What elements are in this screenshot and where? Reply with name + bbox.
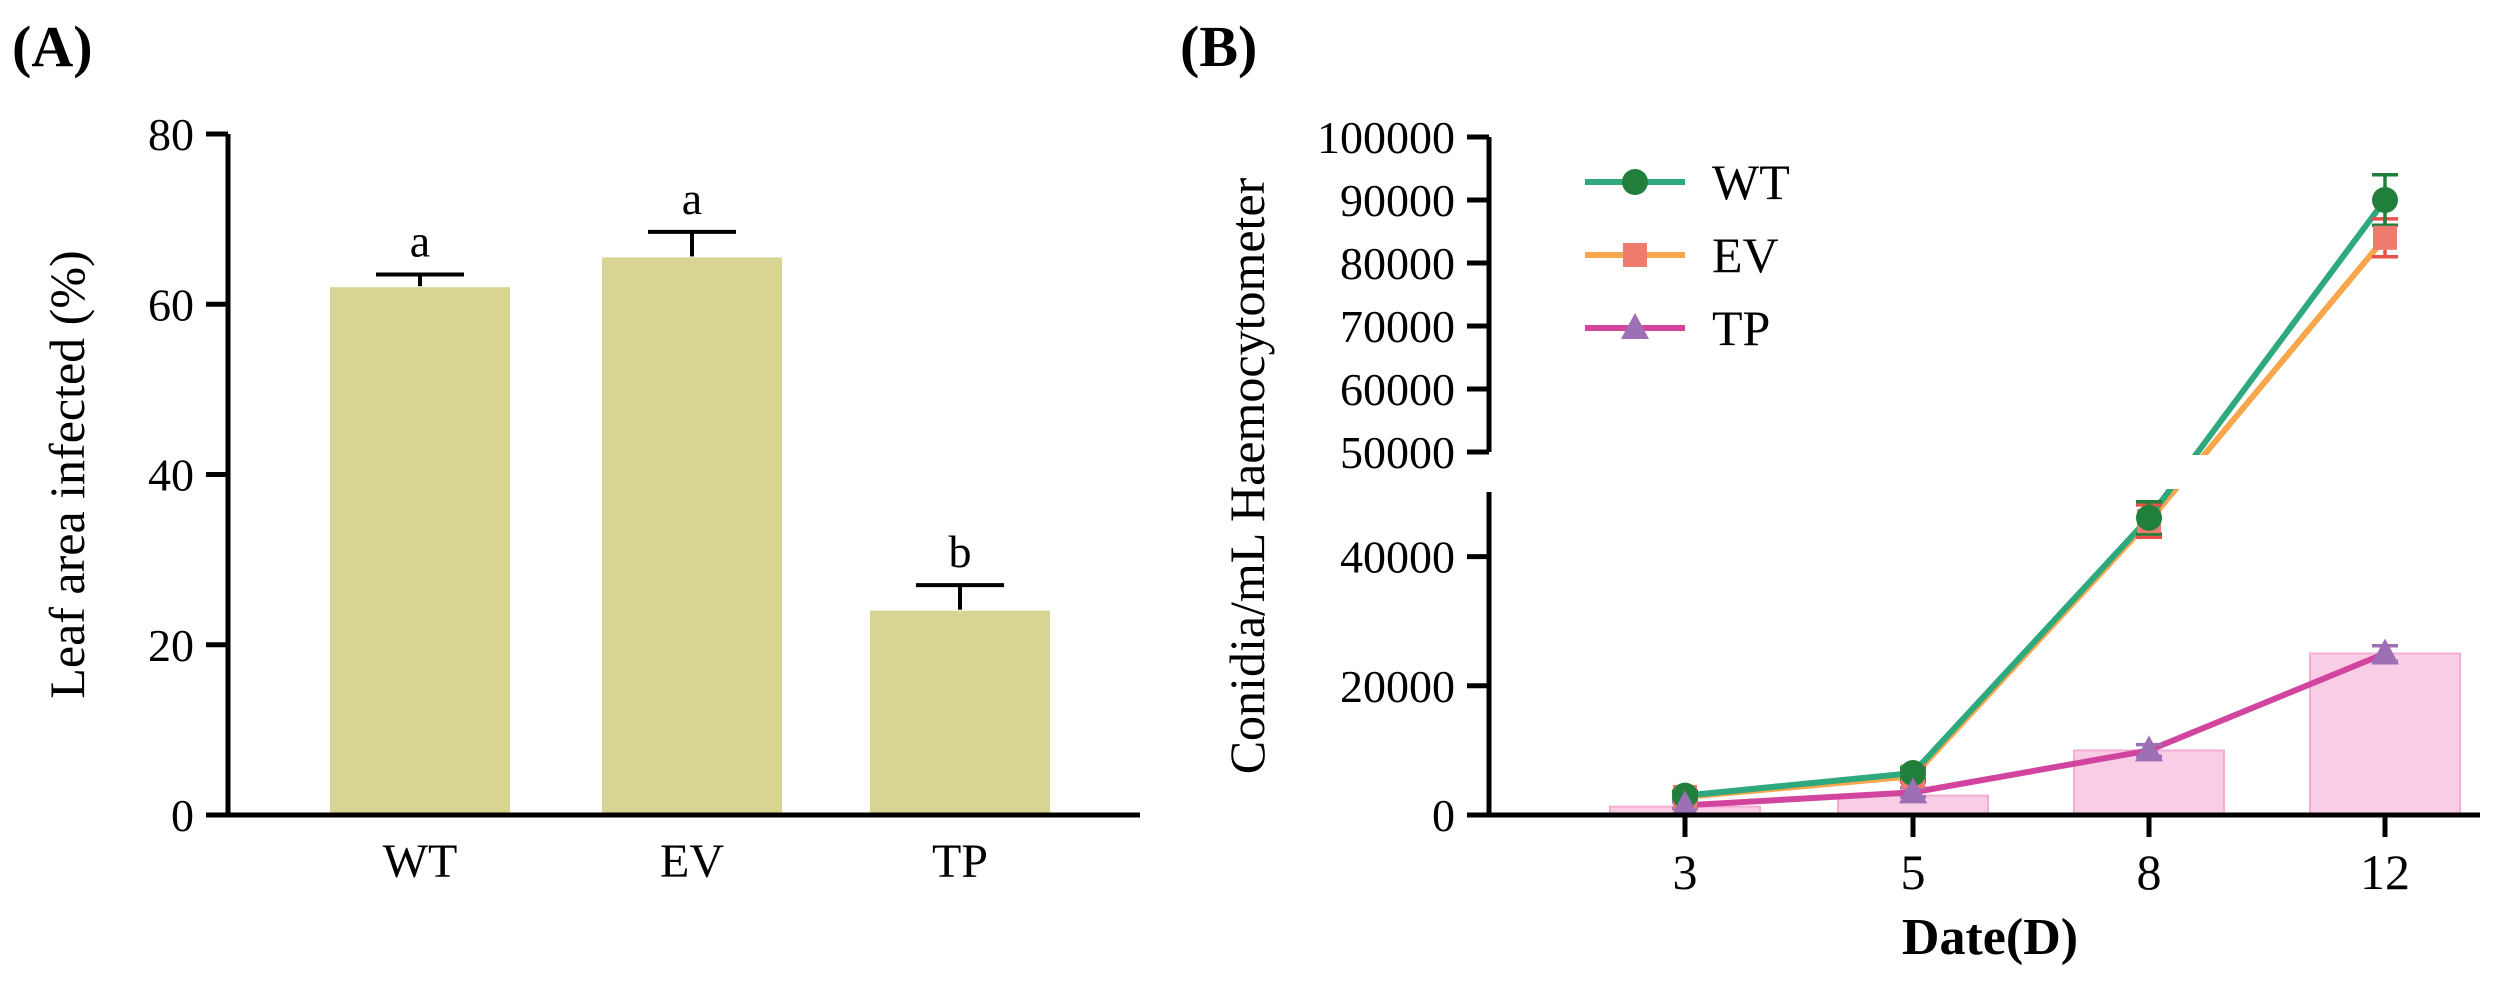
x-tick-label: 3 bbox=[1673, 844, 1698, 900]
series-line-WT bbox=[1684, 198, 2388, 799]
legend: WT EV TP bbox=[1585, 154, 1790, 356]
legend-label-TP: TP bbox=[1712, 300, 1770, 356]
y-tick-label: 50000 bbox=[1340, 427, 1455, 478]
bar-WT bbox=[330, 287, 510, 816]
y-tick-label: 40 bbox=[148, 450, 194, 501]
panel-b: 50000 60000 70000 80000 90000 100000 0 20000 400… bbox=[1180, 14, 2480, 966]
x-tick-label: 12 bbox=[2360, 844, 2410, 900]
y-tick-label: 20 bbox=[148, 620, 194, 671]
y-tick-label: 60 bbox=[148, 279, 194, 330]
marker-WT-day12 bbox=[2372, 187, 2398, 213]
y-tick-label: 0 bbox=[1432, 790, 1455, 841]
legend-marker-TP bbox=[1621, 313, 1649, 339]
bar-EV bbox=[602, 257, 782, 815]
y-axis-label: Conidia/mL Haemocytometer bbox=[1219, 177, 1275, 774]
legend-marker-EV bbox=[1623, 243, 1647, 267]
y-tick-label: 60000 bbox=[1340, 364, 1455, 415]
y-tick-label: 80 bbox=[148, 109, 194, 160]
series-line-EV bbox=[1684, 235, 2388, 800]
y-tick-label: 0 bbox=[171, 790, 194, 841]
sig-letter-WT: a bbox=[410, 215, 430, 266]
marker-TP-day8 bbox=[2135, 735, 2163, 762]
y-tick-label: 70000 bbox=[1340, 301, 1455, 352]
panel-label-a: (A) bbox=[12, 14, 93, 79]
series-line-TP bbox=[1684, 650, 2387, 809]
marker-WT-day8 bbox=[2136, 504, 2162, 531]
legend-item-WT: WT bbox=[1585, 154, 1790, 210]
marker-TP-day3 bbox=[1671, 790, 1699, 817]
y-tick-label: 90000 bbox=[1340, 175, 1455, 226]
y-tick-label: 20000 bbox=[1340, 661, 1455, 712]
category-label-TP: TP bbox=[932, 835, 988, 888]
x-tick-label: 5 bbox=[1901, 844, 1926, 900]
y-tick-label: 100000 bbox=[1317, 112, 1455, 163]
bar-TP bbox=[870, 610, 1050, 815]
marker-EV-day12 bbox=[2373, 225, 2397, 250]
panel-label-b: (B) bbox=[1180, 14, 1257, 79]
marker-TP-day12 bbox=[2371, 638, 2399, 665]
legend-label-EV: EV bbox=[1712, 227, 1779, 283]
sig-letter-TP: b bbox=[949, 526, 972, 577]
y-tick-label: 40000 bbox=[1340, 532, 1455, 583]
y-axis-label: Leaf area infected (%) bbox=[39, 250, 95, 698]
x-axis-label: Date(D) bbox=[1902, 909, 2078, 966]
x-tick-label: 8 bbox=[2137, 844, 2162, 900]
legend-label-WT: WT bbox=[1712, 154, 1790, 210]
marker-TP-day5 bbox=[1899, 777, 1927, 804]
category-label-EV: EV bbox=[660, 835, 724, 888]
y-tick-label: 80000 bbox=[1340, 238, 1455, 289]
legend-marker-WT bbox=[1622, 169, 1648, 195]
panel-a: a WT a EV b TP 0 20 40 60 80 Leaf area infected (%)… bbox=[12, 14, 1140, 888]
sig-letter-EV: a bbox=[682, 173, 702, 224]
marker-WT-day5 bbox=[1900, 760, 1926, 787]
legend-item-EV: EV bbox=[1585, 227, 1779, 283]
legend-item-TP: TP bbox=[1585, 300, 1770, 356]
axis-break-gap bbox=[1492, 455, 2480, 489]
category-label-WT: WT bbox=[383, 835, 458, 888]
